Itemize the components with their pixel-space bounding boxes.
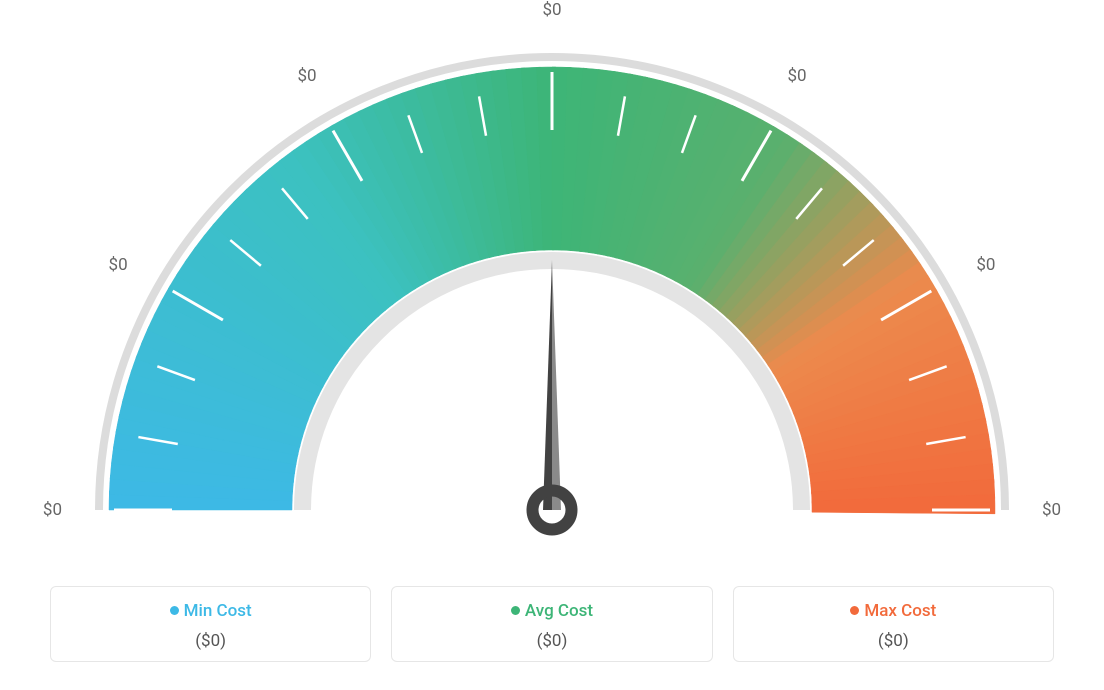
legend-label-max: Max Cost: [864, 601, 936, 621]
legend-card-min: Min Cost ($0): [50, 586, 371, 662]
gauge-scale-label: $0: [787, 66, 806, 86]
legend-title-avg: Avg Cost: [402, 601, 701, 621]
legend-title-max: Max Cost: [744, 601, 1043, 621]
gauge-needle: [533, 260, 572, 530]
gauge-scale-label: $0: [297, 66, 316, 86]
gauge-scale-label: $0: [43, 500, 62, 520]
legend-card-max: Max Cost ($0): [733, 586, 1054, 662]
legend-dot-max: [850, 606, 859, 615]
legend-value-max: ($0): [744, 631, 1043, 651]
gauge-scale-label: $0: [542, 0, 561, 20]
legend-value-avg: ($0): [402, 631, 701, 651]
gauge-svg: [0, 0, 1104, 560]
legend-row: Min Cost ($0) Avg Cost ($0) Max Cost ($0): [0, 586, 1104, 662]
legend-card-avg: Avg Cost ($0): [391, 586, 712, 662]
gauge-scale-label: $0: [976, 255, 995, 275]
legend-value-min: ($0): [61, 631, 360, 651]
legend-dot-avg: [511, 606, 520, 615]
gauge-scale-label: $0: [109, 255, 128, 275]
gauge-chart: $0 $0 $0 $0 $0 $0 $0: [0, 0, 1104, 560]
legend-dot-min: [170, 606, 179, 615]
legend-label-avg: Avg Cost: [525, 601, 593, 621]
gauge-scale-label: $0: [1042, 500, 1061, 520]
legend-title-min: Min Cost: [61, 601, 360, 621]
legend-label-min: Min Cost: [184, 601, 252, 621]
